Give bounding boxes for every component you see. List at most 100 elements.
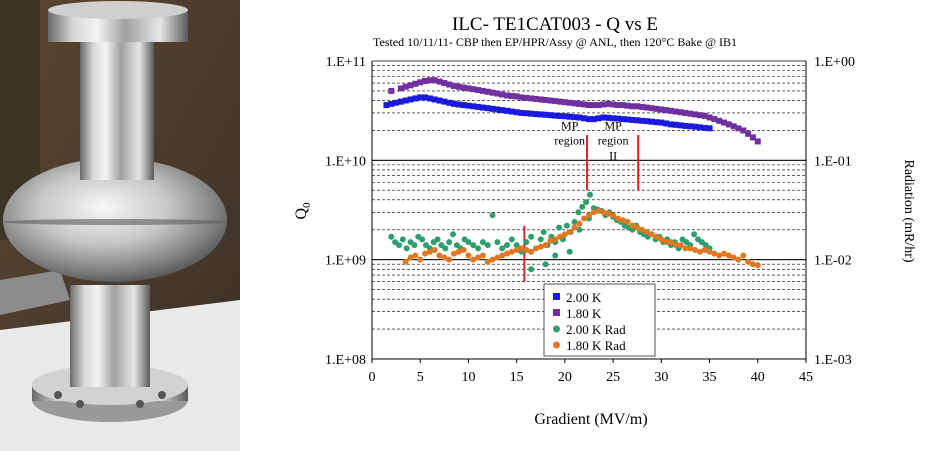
data-point (677, 122, 684, 129)
y-tick-label-right: 1.E-01 (814, 154, 852, 169)
data-point (701, 112, 708, 119)
data-point (590, 209, 597, 216)
data-point (479, 252, 486, 259)
data-point (590, 116, 597, 123)
data-point (749, 261, 756, 268)
data-point (667, 107, 674, 114)
data-point (407, 96, 414, 103)
data-point (475, 103, 482, 110)
legend-label: 1.80 K Rad (566, 338, 626, 353)
data-point (411, 242, 418, 249)
data-point (402, 97, 409, 104)
data-point (450, 83, 457, 90)
data-point (419, 236, 426, 243)
data-point (407, 254, 414, 261)
data-point (499, 245, 506, 252)
data-point (542, 242, 549, 249)
data-point (552, 98, 559, 105)
data-point (586, 212, 592, 219)
data-point (455, 248, 462, 255)
data-point (610, 101, 617, 108)
data-point (725, 121, 732, 128)
data-point (518, 245, 525, 252)
y-axis-label-q: Q (293, 208, 310, 220)
series-2-00-k-rad (388, 191, 713, 273)
data-point (687, 245, 694, 252)
data-point (692, 123, 699, 130)
data-point (508, 108, 515, 115)
data-point (672, 108, 679, 115)
data-point (484, 88, 491, 95)
data-point (557, 112, 564, 119)
data-point (754, 138, 761, 145)
data-point (663, 107, 670, 114)
data-point (643, 228, 650, 235)
data-point (682, 109, 689, 116)
x-axis-label: Gradient (MV/m) (534, 411, 647, 428)
data-point (484, 242, 491, 249)
data-point (388, 100, 395, 107)
data-point (508, 92, 515, 99)
data-point (581, 101, 588, 108)
data-point (504, 107, 511, 114)
data-point (537, 96, 544, 103)
x-tick-label: 5 (417, 370, 424, 385)
data-point (706, 114, 713, 121)
data-point (600, 209, 607, 216)
data-point (426, 95, 433, 102)
data-point (691, 231, 698, 238)
data-point (696, 124, 703, 131)
data-point (576, 114, 583, 121)
series-2-00-k (383, 94, 713, 132)
data-point (397, 85, 404, 92)
x-tick-label: 0 (369, 370, 376, 385)
data-point (431, 96, 438, 103)
annotation-mp-region-ii-line1: MP (604, 118, 622, 132)
data-point (426, 77, 433, 84)
data-point (470, 86, 477, 93)
data-point (528, 266, 535, 273)
data-point (624, 102, 631, 109)
data-point (402, 83, 409, 90)
data-point (499, 107, 506, 114)
data-point (552, 236, 559, 243)
data-point (460, 84, 467, 91)
data-point (696, 112, 703, 119)
data-point (528, 95, 535, 102)
data-point (648, 231, 655, 238)
data-point (629, 222, 636, 229)
data-point (716, 252, 723, 259)
data-point (494, 90, 501, 97)
data-point (730, 254, 737, 261)
data-point (403, 245, 410, 252)
data-point (518, 109, 525, 116)
data-point (537, 236, 544, 243)
data-point (504, 92, 511, 99)
x-tick-label: 25 (606, 370, 620, 385)
x-tick-label: 35 (703, 370, 717, 385)
data-point (600, 101, 607, 108)
data-point (595, 102, 602, 109)
data-point (460, 102, 467, 109)
data-point (450, 100, 457, 107)
chart-title: ILC- TE1CAT003 - Q vs E (452, 14, 658, 35)
data-point (677, 242, 684, 249)
annotation-mp-region-line2: region (554, 133, 585, 147)
data-point (672, 242, 679, 249)
y-tick-label-left: 1.E+10 (325, 154, 366, 169)
data-point (446, 81, 453, 88)
data-point (436, 97, 443, 104)
data-point (561, 113, 568, 120)
data-point (450, 231, 457, 238)
data-point (610, 212, 617, 219)
data-point (586, 116, 592, 123)
data-point (586, 102, 592, 109)
data-point (489, 89, 496, 96)
data-point (422, 250, 429, 257)
data-point (523, 247, 530, 254)
data-point (619, 102, 626, 109)
data-point (624, 116, 631, 123)
mp-region-label: MP region (554, 118, 585, 147)
data-point (648, 105, 655, 112)
data-point (595, 207, 602, 214)
